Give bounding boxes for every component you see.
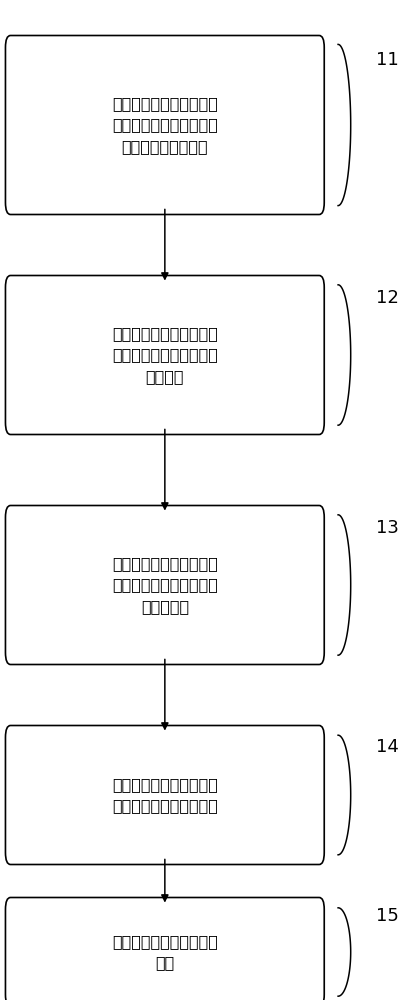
Text: 利用网络流量连接图判断
网络节点的流量是否异常: 利用网络流量连接图判断 网络节点的流量是否异常 — [112, 777, 218, 813]
FancyBboxPatch shape — [5, 36, 324, 215]
FancyBboxPatch shape — [5, 275, 324, 434]
FancyBboxPatch shape — [5, 506, 324, 665]
Text: 获取网络流量数据流经的
每一个网络节点的连接行
为特征。: 获取网络流量数据流经的 每一个网络节点的连接行 为特征。 — [112, 326, 218, 384]
Text: 13: 13 — [376, 519, 399, 537]
Text: 对网络流量数据进行预处
理，得到所述网络流量数
据流经的网络节点。: 对网络流量数据进行预处 理，得到所述网络流量数 据流经的网络节点。 — [112, 96, 218, 154]
Text: 14: 14 — [376, 738, 399, 756]
FancyBboxPatch shape — [5, 898, 324, 1000]
Text: 将网络流量连接图进行显
示。: 将网络流量连接图进行显 示。 — [112, 934, 218, 970]
Text: 15: 15 — [376, 907, 399, 925]
Text: 12: 12 — [376, 289, 399, 307]
FancyBboxPatch shape — [5, 726, 324, 864]
Text: 利用连接行为特征计算出
每一个网络节点的网络流
量连接图。: 利用连接行为特征计算出 每一个网络节点的网络流 量连接图。 — [112, 556, 218, 614]
Text: 11: 11 — [376, 51, 399, 69]
